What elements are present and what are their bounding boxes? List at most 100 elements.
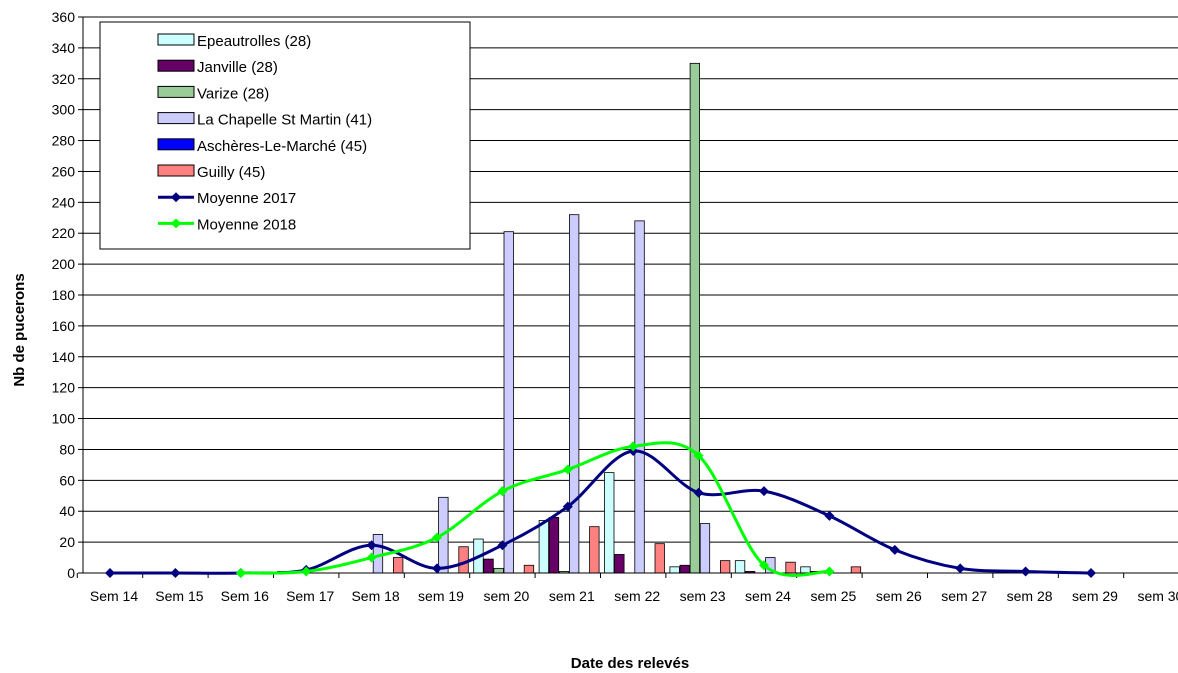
y-axis-title: Nb de pucerons (11, 273, 28, 386)
y-tick-label: 200 (52, 256, 76, 272)
bar-guilly-45 (654, 543, 665, 574)
legend-label-guilly-45: Guilly (45) (197, 164, 265, 181)
marker-moyenne-2017 (1020, 566, 1031, 577)
legend-swatch-la-chapelle-st-martin-41 (157, 112, 195, 125)
bar-epeautrolles-28 (604, 472, 615, 574)
x-tick-label: sem 28 (1007, 588, 1053, 604)
bar-janville-28 (614, 554, 625, 574)
legend-swatch-varize-28 (157, 85, 195, 98)
bar-la-chapelle-st-martin-41 (699, 523, 711, 574)
x-tick-label: sem 26 (876, 588, 922, 604)
legend-label-asch-res-le-march-45: Aschères-Le-Marché (45) (197, 138, 367, 155)
legend-label-la-chapelle-st-martin-41: La Chapelle St Martin (41) (197, 112, 372, 129)
x-tick-label: sem 29 (1072, 588, 1118, 604)
marker-moyenne-2017 (824, 510, 835, 521)
marker-moyenne-2018 (432, 532, 442, 543)
x-tick-label: Sem 18 (351, 588, 399, 604)
legend-label-moyenne-2017: Moyenne 2017 (197, 190, 296, 207)
x-tick-label: sem 24 (745, 588, 791, 604)
marker-moyenne-2018 (759, 560, 769, 571)
x-tick-label: Sem 17 (286, 588, 334, 604)
y-tick-label: 260 (52, 163, 76, 179)
x-tick-labels: Sem 14 Sem 15 Sem 16 Sem 17 Sem 18 sem 19 sem … (76, 573, 1178, 604)
bar-guilly-45 (392, 557, 404, 574)
bar-la-chapelle-st-martin-41 (569, 214, 580, 574)
bar-epeautrolles-28 (538, 520, 549, 574)
bar-epeautrolles-28 (800, 566, 811, 574)
marker-moyenne-2017 (759, 486, 769, 497)
average-lines (105, 441, 1096, 578)
y-tick-label: 140 (52, 349, 76, 365)
line-moyenne-2018 (240, 441, 830, 577)
marker-moyenne-2018 (693, 450, 704, 461)
marker-moyenne-2017 (889, 544, 900, 555)
legend-marker-moyenne-2017 (171, 192, 181, 203)
marker-moyenne-2017 (1086, 568, 1096, 578)
y-tick-label: 220 (52, 225, 76, 241)
y-tick-label: 240 (52, 194, 76, 210)
legend-swatch-asch-res-le-march-45 (157, 138, 195, 151)
x-tick-label: Sem 16 (221, 588, 269, 604)
x-tick-label: sem 22 (614, 588, 660, 604)
x-tick-label: sem 27 (941, 588, 987, 604)
y-tick-label: 360 (52, 9, 76, 25)
marker-moyenne-2017 (562, 501, 573, 512)
x-tick-label: sem 30 (1137, 588, 1178, 604)
legend-label-varize-28: Varize (28) (197, 85, 269, 102)
legend-label-janville-28: Janville (28) (197, 59, 278, 76)
bar-epeautrolles-28 (669, 566, 680, 574)
marker-moyenne-2017 (432, 563, 442, 574)
bar-varize-28 (493, 567, 504, 574)
marker-moyenne-2018 (366, 552, 377, 563)
marker-moyenne-2018 (301, 566, 312, 577)
marker-moyenne-2017 (955, 563, 966, 574)
x-tick-label: sem 20 (483, 588, 529, 604)
bar-la-chapelle-st-martin-41 (503, 231, 514, 574)
x-tick-label: sem 19 (418, 588, 464, 604)
bar-janville-28 (483, 558, 494, 574)
legend-swatch-epeautrolles-28 (157, 33, 195, 46)
bar-guilly-45 (458, 546, 469, 574)
bar-la-chapelle-st-martin-41 (634, 220, 645, 574)
marker-moyenne-2018 (562, 464, 573, 475)
y-tick-label: 0 (67, 565, 75, 581)
y-tick-label: 80 (59, 441, 75, 457)
legend-swatch-janville-28 (157, 59, 195, 72)
legend: Epeautrolles (28) Janville (28) Varize (28… (99, 21, 471, 250)
bar-epeautrolles-28 (734, 560, 746, 574)
marker-moyenne-2018 (628, 441, 639, 452)
bar-guilly-45 (720, 560, 731, 574)
x-tick-label: sem 21 (549, 588, 595, 604)
x-tick-label: Sem 14 (90, 588, 138, 604)
y-tick-label: 160 (52, 318, 76, 334)
y-tick-label: 300 (52, 102, 76, 118)
y-tick-label: 120 (52, 380, 76, 396)
y-tick-label: 180 (52, 287, 76, 303)
y-tick-label: 20 (59, 534, 75, 550)
y-tick-labels: 0 20 40 60 80 100 120 140 160 180 200 220 240 260 280 3… (52, 9, 76, 581)
marker-moyenne-2018 (497, 486, 508, 497)
x-tick-label: sem 23 (680, 588, 726, 604)
marker-moyenne-2017 (170, 568, 181, 578)
legend-label-moyenne-2018: Moyenne 2018 (197, 216, 296, 233)
y-tick-label: 280 (52, 133, 76, 149)
y-tick-label: 320 (52, 71, 76, 87)
x-tick-label: sem 25 (810, 588, 856, 604)
marker-moyenne-2018 (235, 568, 246, 578)
x-axis-title: Date des relevés (571, 655, 689, 672)
legend-swatch-guilly-45 (157, 164, 195, 177)
marker-moyenne-2017 (105, 568, 115, 578)
y-tick-label: 40 (59, 503, 75, 519)
bar-guilly-45 (785, 561, 796, 574)
legend-marker-moyenne-2018 (171, 218, 181, 229)
bar-janville-28 (679, 564, 690, 574)
marker-moyenne-2017 (497, 540, 508, 551)
y-tick-label: 340 (52, 40, 76, 56)
line-moyenne-2017 (109, 449, 1092, 575)
bar-guilly-45 (850, 566, 862, 574)
bar-guilly-45 (589, 526, 600, 574)
marker-moyenne-2017 (366, 540, 377, 551)
y-tick-label: 100 (52, 411, 76, 427)
bar-guilly-45 (523, 564, 535, 574)
